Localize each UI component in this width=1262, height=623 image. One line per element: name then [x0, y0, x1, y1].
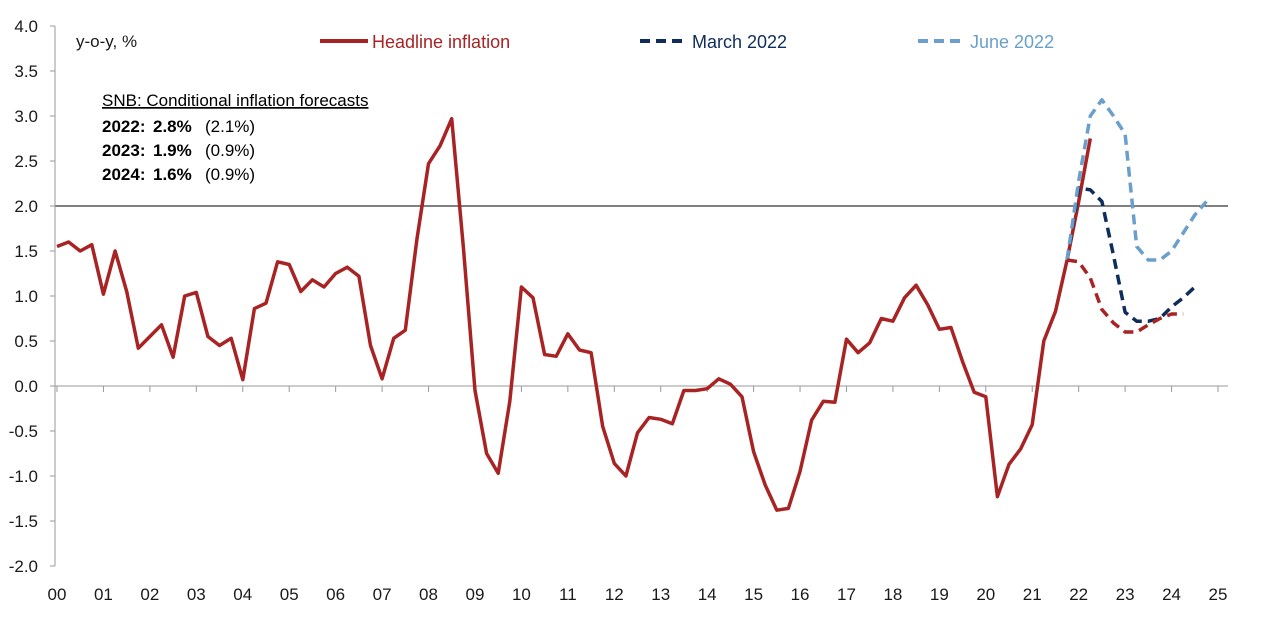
annotation-previous: (2.1%)	[205, 117, 255, 136]
x-tick-label: 24	[1162, 585, 1181, 604]
annotation-row: 2024: 1.6% (0.9%)	[102, 165, 255, 184]
y-tick-label: 2.0	[14, 197, 38, 216]
x-tick-label: 10	[512, 585, 531, 604]
y-tick-label: -1.5	[9, 512, 38, 531]
x-tick-label: 25	[1209, 585, 1228, 604]
x-tick-label: 03	[187, 585, 206, 604]
x-tick-label: 14	[698, 585, 717, 604]
y-tick-label: 3.0	[14, 107, 38, 126]
series-line	[1066, 258, 1184, 334]
annotation-title: SNB: Conditional inflation forecasts	[102, 91, 368, 110]
series-line	[56, 116, 1093, 512]
y-tick-label: 1.5	[14, 242, 38, 261]
annotation-value: 1.6%	[153, 165, 192, 184]
annotation-previous: (0.9%)	[205, 165, 255, 184]
y-tick-label: 1.0	[14, 287, 38, 306]
x-tick-label: 09	[465, 585, 484, 604]
x-tick-label: 05	[280, 585, 299, 604]
x-tick-label: 02	[140, 585, 159, 604]
annotation-row: 2023: 1.9% (0.9%)	[102, 141, 255, 160]
y-tick-label: -0.5	[9, 422, 38, 441]
y-tick-label: -1.0	[9, 467, 38, 486]
x-tick-label: 21	[1023, 585, 1042, 604]
axis-layer: 4.0 3.5 3.0 2.5 2.0 1.5 1.0 0.5 0.0 -0.5 -1.0 -1.5 -…	[9, 17, 1228, 604]
legend-label: June 2022	[970, 32, 1054, 52]
series-layer	[56, 98, 1208, 512]
y-tick-label: 0.5	[14, 332, 38, 351]
x-tick-label: 20	[976, 585, 995, 604]
x-tick-label: 06	[326, 585, 345, 604]
annotation-year: 2022:	[102, 117, 145, 136]
x-tick-label: 01	[94, 585, 113, 604]
annotation-value: 1.9%	[153, 141, 192, 160]
y-tick-label: -2.0	[9, 557, 38, 576]
annotation-row: 2022: 2.8% (2.1%)	[102, 117, 255, 136]
x-tick-label: 13	[651, 585, 670, 604]
y-tick-label: 0.0	[14, 377, 38, 396]
y-axis-unit-label: y-o-y, %	[76, 32, 137, 51]
legend-label: Headline inflation	[372, 32, 510, 52]
x-tick-label: 16	[791, 585, 810, 604]
legend-label: March 2022	[692, 32, 787, 52]
x-tick-label: 22	[1069, 585, 1088, 604]
legend: Headline inflation March 2022 June 2022	[320, 32, 1054, 52]
x-tick-label: 19	[930, 585, 949, 604]
x-tick-label: 18	[883, 585, 902, 604]
annotation-previous: (0.9%)	[205, 141, 255, 160]
annotation-year: 2024:	[102, 165, 145, 184]
x-tick-label: 11	[559, 585, 577, 604]
x-tick-label: 15	[744, 585, 763, 604]
series-line	[1065, 186, 1196, 323]
x-tick-label: 12	[605, 585, 624, 604]
x-tick-label: 23	[1116, 585, 1135, 604]
x-tick-label: 08	[419, 585, 438, 604]
x-tick-label: 07	[373, 585, 392, 604]
annotation-value: 2.8%	[153, 117, 192, 136]
x-tick-label: 04	[233, 585, 252, 604]
forecast-annotation: SNB: Conditional inflation forecasts 202…	[102, 91, 368, 184]
y-tick-label: 2.5	[14, 152, 38, 171]
x-tick-label: 17	[837, 585, 856, 604]
y-tick-label: 3.5	[14, 62, 38, 81]
series-line	[1065, 98, 1208, 262]
x-tick-label: 00	[48, 585, 67, 604]
annotation-year: 2023:	[102, 141, 145, 160]
y-tick-label: 4.0	[14, 17, 38, 36]
